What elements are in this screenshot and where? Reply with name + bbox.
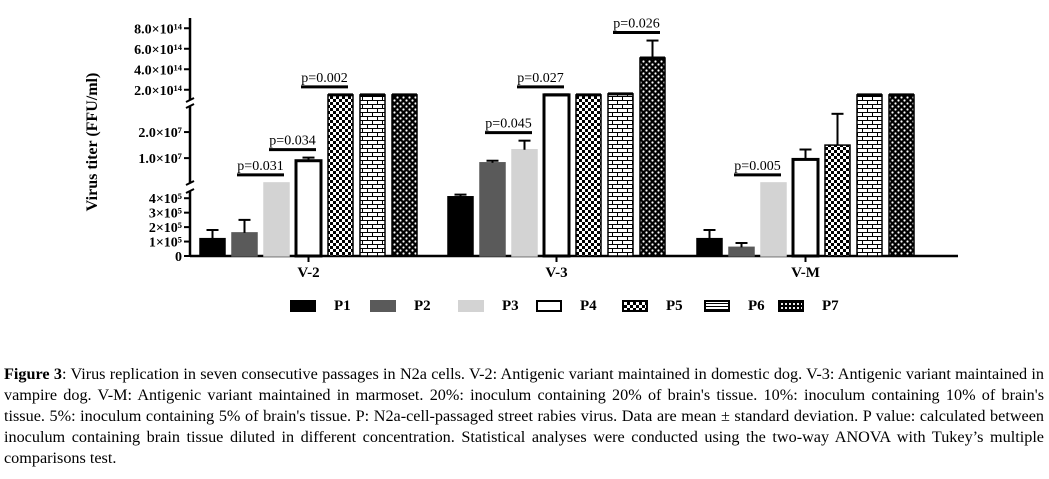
legend-item-p2: P2 <box>370 294 431 318</box>
p-value-label: p=0.002 <box>301 71 347 86</box>
axis-break-mark <box>185 97 195 103</box>
legend-label-p2: P2 <box>414 297 431 314</box>
legend-label-p3: P3 <box>502 297 519 314</box>
legend-label-p7: P7 <box>822 297 839 314</box>
y-tick-label: 8.0×10¹⁴ <box>134 22 183 37</box>
bar-p6 <box>607 93 634 257</box>
bar-p3 <box>263 182 290 257</box>
legend-label-p4: P4 <box>580 297 597 314</box>
legend: P1 P2 P3 P4 P5 P6 P7 <box>290 294 850 318</box>
legend-item-p4: P4 <box>536 294 597 318</box>
bar-p1 <box>447 196 474 257</box>
legend-swatch-p6 <box>704 300 730 312</box>
bar-p5 <box>327 94 354 257</box>
x-tick-label: V-M <box>791 265 820 281</box>
y-tick-label: 6.0×10¹⁴ <box>134 43 183 58</box>
y-tick-label: 2.0×10¹⁴ <box>134 84 183 99</box>
legend-item-p7: P7 <box>778 294 839 318</box>
p-value-label: p=0.005 <box>734 159 780 174</box>
axis-break-mark <box>185 180 195 186</box>
bar-p5 <box>575 94 602 257</box>
legend-swatch-p5 <box>622 300 648 312</box>
bar-p1 <box>696 237 723 257</box>
y-tick-label: 2.0×10⁷ <box>138 126 182 141</box>
axis-break-mark <box>185 188 195 194</box>
y-tick-label: 4×10⁵ <box>149 192 182 207</box>
bar-p2 <box>231 232 258 257</box>
legend-item-p5: P5 <box>622 294 683 318</box>
legend-item-p6: P6 <box>704 294 765 318</box>
legend-item-p1: P1 <box>290 294 351 318</box>
bar-p4 <box>294 159 323 258</box>
p-value-label: p=0.045 <box>485 117 531 132</box>
caption-text: : Virus replication in seven consecutive… <box>4 365 1044 467</box>
figure-caption: Figure 3: Virus replication in seven con… <box>4 364 1044 469</box>
bar-chart: Virus titer (FFU/ml) 01×10⁵2×10⁵3×10⁵4×1… <box>84 17 958 281</box>
legend-item-p3: P3 <box>458 294 519 318</box>
bar-p2 <box>479 162 506 257</box>
bars <box>199 39 915 258</box>
caption-label: Figure 3 <box>4 365 62 383</box>
p-value-label: p=0.034 <box>269 134 315 149</box>
p-value-label: p=0.031 <box>237 159 283 174</box>
bar-p6 <box>856 94 883 257</box>
bar-p7 <box>888 94 915 257</box>
bar-p6 <box>359 94 386 257</box>
annotations: p=0.031 p=0.034 p=0.002 p=0.045 p=0.027 p=0.0… <box>237 17 781 177</box>
legend-label-p6: P6 <box>748 297 765 314</box>
legend-swatch-p1 <box>290 300 316 312</box>
y-tick-label: 3×10⁵ <box>149 207 182 222</box>
bar-p3 <box>760 182 787 257</box>
legend-swatch-p4 <box>536 300 562 312</box>
legend-swatch-p7 <box>778 300 804 312</box>
axis-break-mark <box>185 103 195 109</box>
legend-label-p1: P1 <box>334 297 351 314</box>
bar-p4 <box>791 157 820 258</box>
p-value-label: p=0.027 <box>517 71 563 86</box>
y-tick-label: 0 <box>175 250 182 265</box>
bar-p7 <box>639 57 666 257</box>
y-axis-label: Virus titer (FFU/ml) <box>84 73 101 212</box>
x-tick-label: V-2 <box>297 265 319 281</box>
y-tick-label: 4.0×10¹⁴ <box>134 63 183 78</box>
legend-label-p5: P5 <box>666 297 683 314</box>
bar-p3 <box>511 149 538 257</box>
y-tick-label: 1×10⁵ <box>149 236 182 251</box>
p-value-label: p=0.026 <box>613 17 659 32</box>
legend-swatch-p3 <box>458 300 484 312</box>
bar-p5 <box>824 144 851 257</box>
bar-p2 <box>728 246 755 257</box>
y-tick-label: 2×10⁵ <box>149 221 182 236</box>
legend-swatch-p2 <box>370 300 396 312</box>
y-tick-label: 1.0×10⁷ <box>138 152 182 167</box>
bar-p7 <box>391 94 418 257</box>
bar-p1 <box>199 237 226 257</box>
bar-p4 <box>542 93 571 258</box>
x-tick-label: V-3 <box>545 265 567 281</box>
